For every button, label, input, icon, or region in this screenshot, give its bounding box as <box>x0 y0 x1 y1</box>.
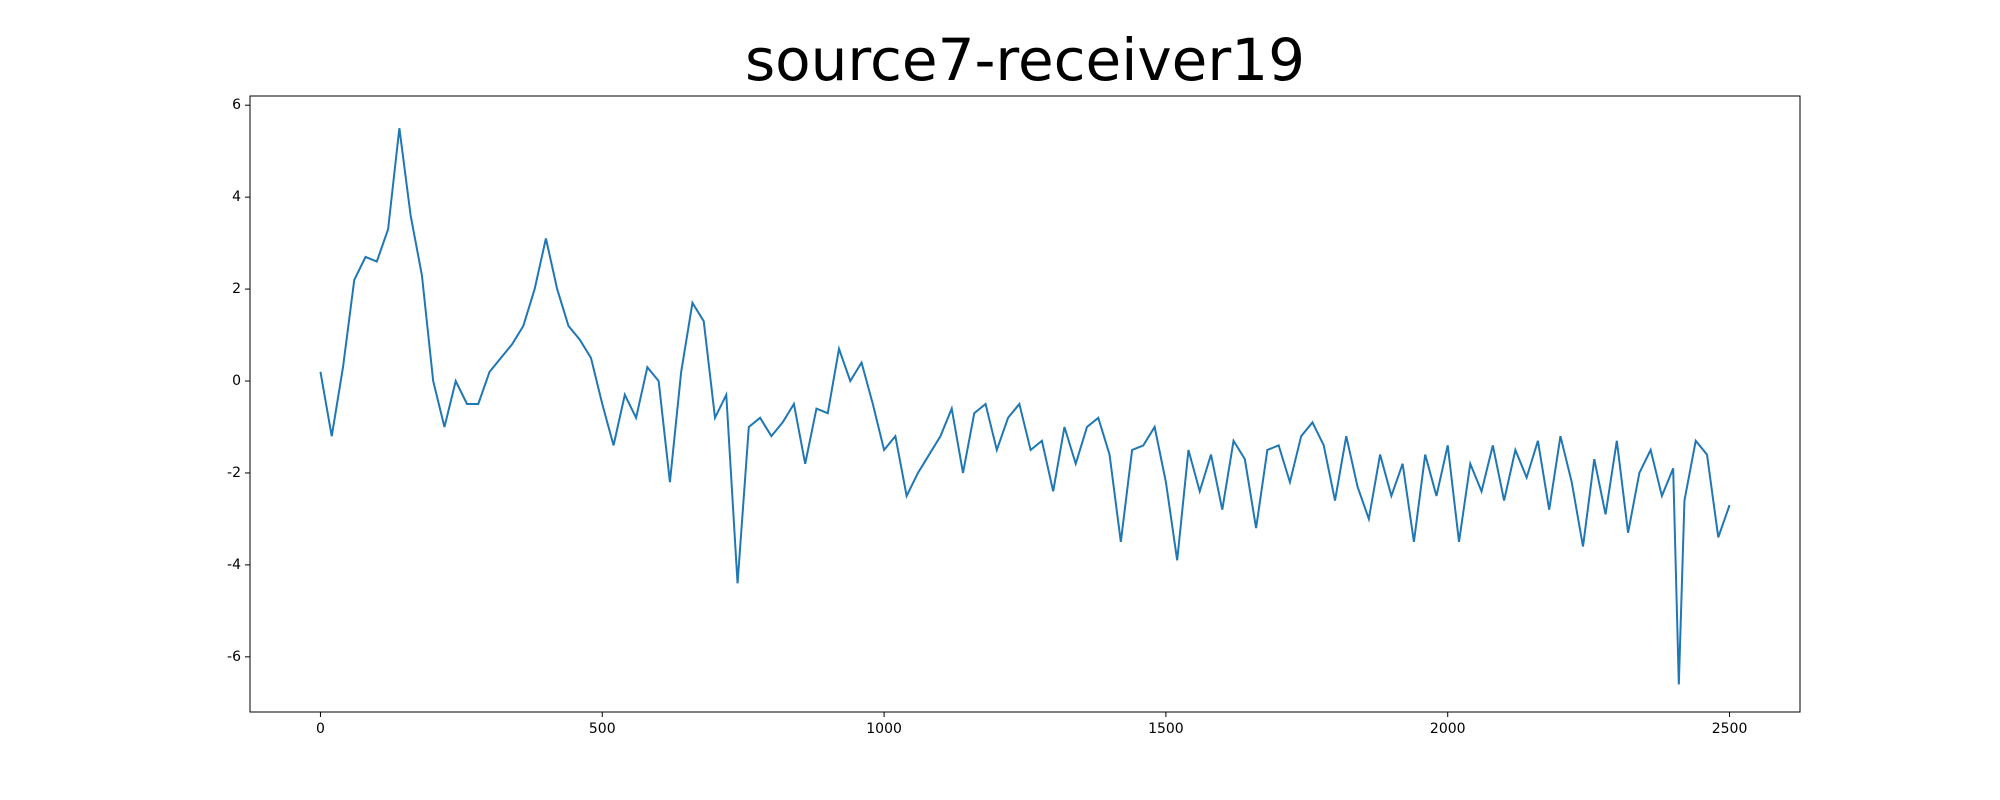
x-tick-label: 0 <box>316 721 325 737</box>
data-line <box>319 128 1731 685</box>
x-tick-label: 1500 <box>1148 721 1184 737</box>
y-tick-label: -6 <box>227 649 241 665</box>
y-tick-label: 6 <box>232 97 241 113</box>
x-tick-label: 2000 <box>1430 721 1466 737</box>
y-tick-label: -2 <box>227 465 241 481</box>
y-tick-label: 4 <box>232 189 241 205</box>
plot-frame <box>249 95 1801 713</box>
y-tick-label: -4 <box>227 557 241 573</box>
x-tick-label: 1000 <box>866 721 902 737</box>
x-tick-label: 500 <box>589 721 616 737</box>
x-tick-label: 2500 <box>1712 721 1748 737</box>
chart-title: source7-receiver19 <box>745 26 1305 94</box>
y-tick-label: 2 <box>232 281 241 297</box>
y-tick-label: 0 <box>232 373 241 389</box>
